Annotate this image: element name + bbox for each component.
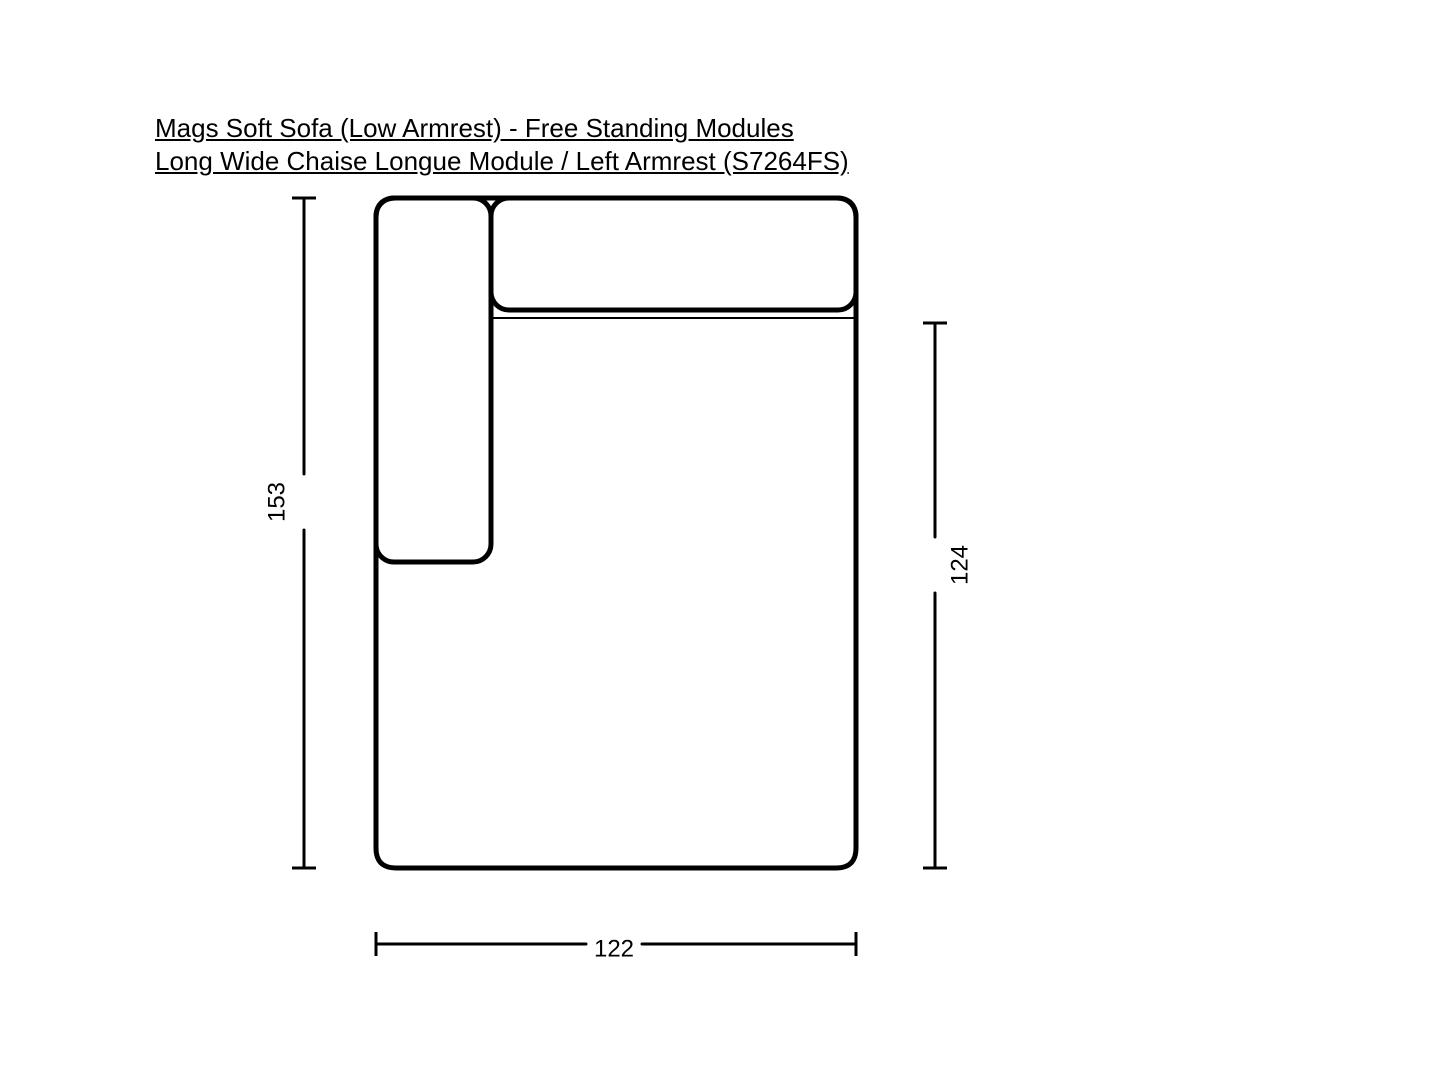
dim-width-122-label: 122 [594,935,634,962]
sofa-outline [376,198,856,868]
back-cushion [491,198,856,310]
armrest [376,198,491,562]
dim-height-124-label: 124 [946,545,973,585]
technical-drawing: 153 124 122 [0,0,1445,1087]
dim-height-153-label: 153 [263,482,290,522]
